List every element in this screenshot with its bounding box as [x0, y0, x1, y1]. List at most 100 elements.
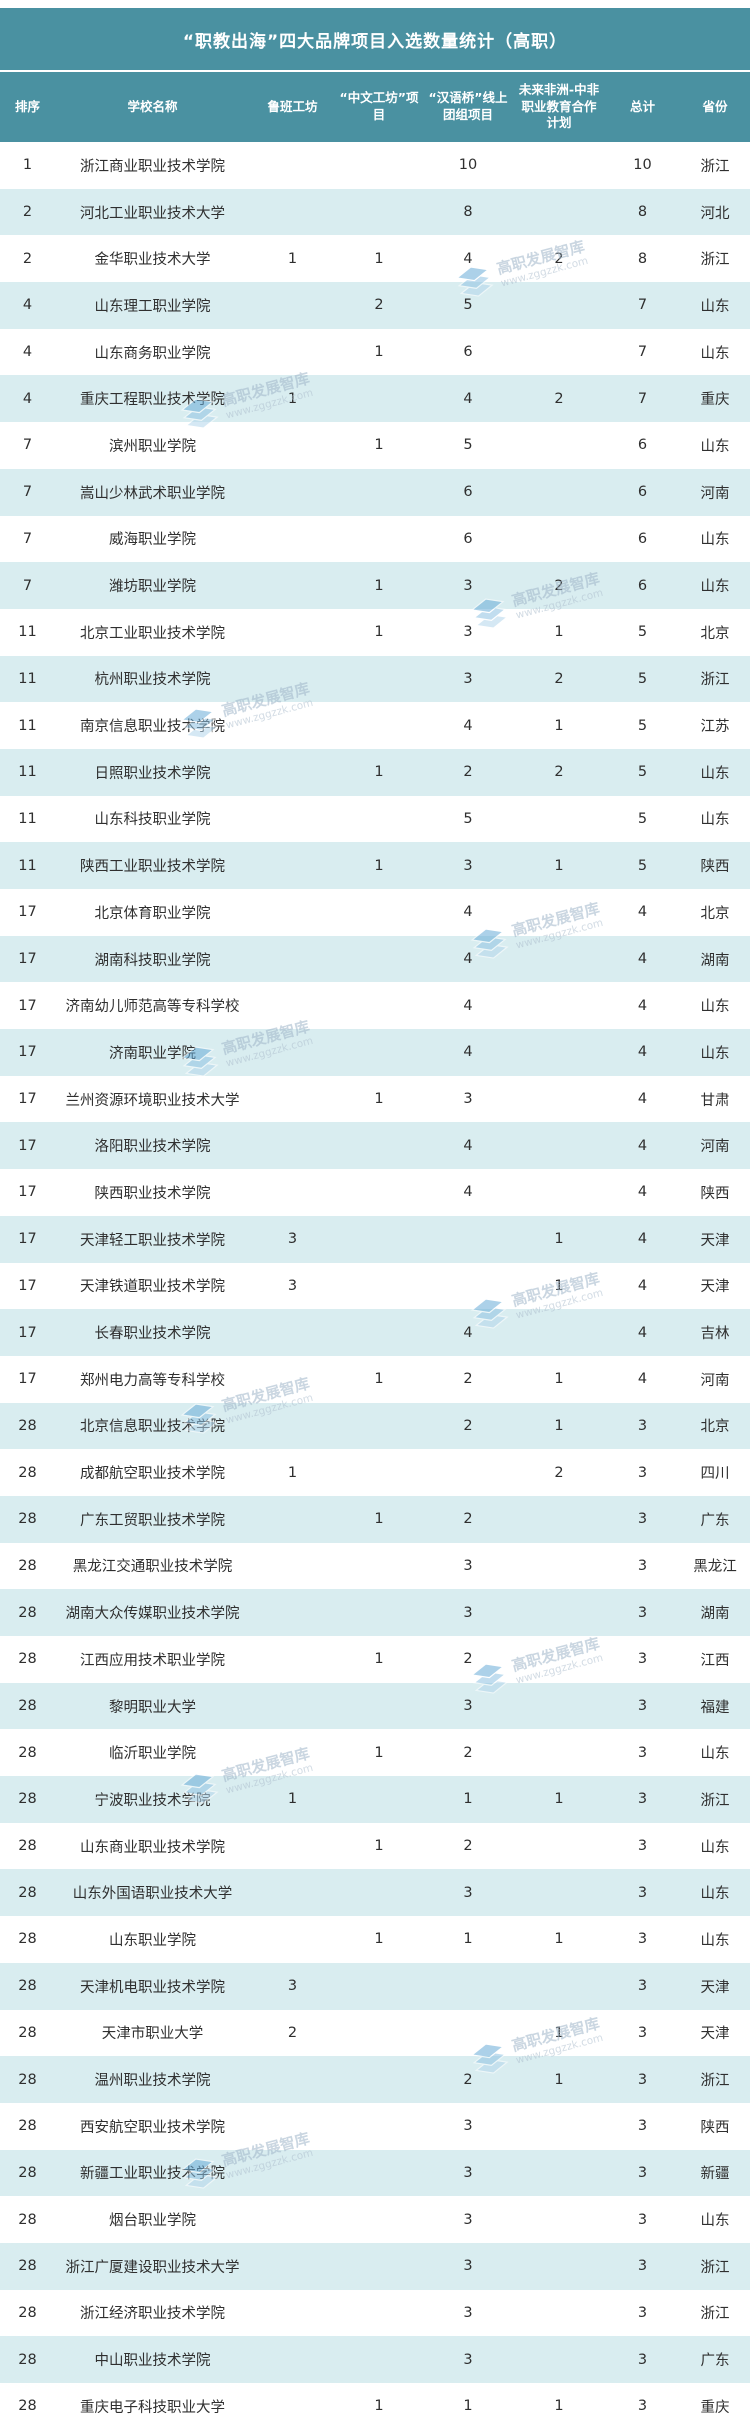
cell-future-africa — [513, 1309, 605, 1356]
cell-province: 福建 — [700, 1699, 730, 1716]
cell-future-africa — [513, 1963, 605, 2010]
cell-future-africa: 1 — [554, 1371, 564, 1388]
cell-school: 杭州职业技术学院 — [94, 672, 211, 689]
cell-total: 6 — [637, 530, 648, 547]
cell-rank: 28 — [18, 2398, 37, 2415]
cell-rank: 11 — [18, 857, 37, 874]
cell-future-africa — [513, 982, 605, 1029]
cell-chinese-bridge — [423, 1449, 513, 1496]
cell-future-africa: 2 — [554, 1464, 564, 1481]
cell-province: 吉林 — [700, 1326, 730, 1343]
cell-luban-workshop — [250, 1823, 335, 1870]
cell-chinese-bridge: 3 — [463, 2164, 473, 2181]
cell-province: 山东 — [700, 1746, 730, 1763]
cell-school: 西安航空职业技术学院 — [80, 2119, 225, 2136]
cell-chinese-bridge: 3 — [463, 2118, 473, 2135]
cell-chinese-bridge: 4 — [463, 390, 473, 407]
cell-future-africa — [513, 1636, 605, 1683]
cell-chinese-workshop — [335, 2336, 423, 2383]
cell-chinese-workshop — [335, 1403, 423, 1450]
cell-luban-workshop — [250, 609, 335, 656]
cell-total: 4 — [637, 1371, 648, 1388]
cell-school: 江西应用技术职业学院 — [80, 1652, 225, 1669]
cell-chinese-bridge: 3 — [463, 577, 473, 594]
page-title: “职教出海”四大品牌项目入选数量统计（高职） — [182, 31, 568, 52]
cell-future-africa: 1 — [554, 2071, 564, 2088]
cell-chinese-workshop — [335, 1309, 423, 1356]
cell-province: 浙江 — [700, 672, 730, 689]
cell-total: 3 — [637, 1698, 648, 1715]
table-row: 28 山东职业学院 1 1 1 3 山东 — [0, 1916, 750, 1963]
cell-luban-workshop — [250, 1683, 335, 1730]
cell-chinese-bridge: 2 — [463, 764, 473, 781]
cell-rank: 28 — [18, 1838, 37, 1855]
cell-school: 济南幼儿师范高等专科学校 — [65, 999, 240, 1016]
cell-luban-workshop: 3 — [287, 1277, 298, 1294]
cell-future-africa — [513, 2103, 605, 2150]
table-row: 11 南京信息职业技术学院 4 1 5 江苏 — [0, 702, 750, 749]
cell-chinese-bridge: 3 — [463, 1557, 473, 1574]
cell-luban-workshop — [250, 2150, 335, 2197]
cell-chinese-workshop: 1 — [374, 1651, 384, 1668]
cell-school: 山东职业学院 — [109, 1932, 196, 1949]
cell-luban-workshop — [250, 1309, 335, 1356]
cell-chinese-workshop — [335, 2010, 423, 2057]
cell-chinese-bridge: 4 — [463, 951, 473, 968]
cell-luban-workshop: 3 — [287, 1978, 298, 1995]
cell-school: 宁波职业技术学院 — [94, 1792, 211, 1809]
cell-future-africa — [513, 422, 605, 469]
cell-total: 3 — [637, 2024, 648, 2041]
cell-rank: 28 — [18, 1698, 37, 1715]
cell-future-africa: 1 — [554, 2398, 564, 2415]
cell-future-africa — [513, 1076, 605, 1123]
cell-rank: 28 — [18, 2164, 37, 2181]
cell-rank: 17 — [18, 1277, 37, 1294]
cell-school: 山东外国语职业技术大学 — [72, 1886, 233, 1903]
cell-province: 浙江 — [700, 1792, 730, 1809]
cell-school: 山东商务职业学院 — [94, 345, 211, 362]
cell-chinese-workshop — [335, 142, 423, 189]
cell-province: 湖南 — [700, 952, 730, 969]
cell-province: 新疆 — [700, 2166, 730, 2183]
cell-total: 4 — [637, 1137, 648, 1154]
cell-luban-workshop — [250, 1122, 335, 1169]
cell-province: 河南 — [700, 1372, 730, 1389]
cell-rank: 11 — [18, 624, 37, 641]
cell-chinese-bridge: 3 — [463, 670, 473, 687]
cell-luban-workshop — [250, 2290, 335, 2337]
cell-future-africa — [513, 1823, 605, 1870]
cell-province: 山东 — [700, 1045, 730, 1062]
cell-total: 3 — [637, 1791, 648, 1808]
cell-rank: 17 — [18, 1044, 37, 1061]
cell-chinese-workshop — [335, 982, 423, 1029]
cell-province: 广东 — [700, 2353, 730, 2370]
cell-school: 山东商业职业技术学院 — [80, 1839, 225, 1856]
cell-rank: 2 — [22, 250, 33, 267]
cell-chinese-bridge: 8 — [463, 204, 473, 221]
cell-rank: 28 — [18, 2071, 37, 2088]
cell-rank: 28 — [18, 1557, 37, 1574]
cell-chinese-workshop — [335, 375, 423, 422]
column-header-school: 学校名称 — [55, 72, 250, 142]
table-row: 17 长春职业技术学院 4 4 吉林 — [0, 1309, 750, 1356]
cell-school: 洛阳职业技术学院 — [94, 1139, 211, 1156]
table-row: 7 潍坊职业学院 1 3 2 6 山东 — [0, 562, 750, 609]
cell-total: 4 — [637, 904, 648, 921]
cell-rank: 17 — [18, 1371, 37, 1388]
cell-school: 广东工贸职业技术学院 — [80, 1512, 225, 1529]
cell-luban-workshop — [250, 656, 335, 703]
cell-luban-workshop — [250, 702, 335, 749]
cell-chinese-bridge: 4 — [463, 904, 473, 921]
cell-future-africa — [513, 469, 605, 516]
table-row: 17 天津轻工职业技术学院 3 1 4 天津 — [0, 1215, 750, 1263]
cell-luban-workshop — [250, 422, 335, 469]
cell-province: 山东 — [700, 2213, 730, 2230]
cell-chinese-workshop — [335, 1263, 423, 1310]
cell-chinese-workshop: 2 — [374, 297, 384, 314]
cell-province: 山东 — [700, 999, 730, 1016]
cell-school: 浙江商业职业技术学院 — [80, 158, 225, 175]
header-row: 排序 学校名称 鲁班工坊 “中文工坊”项目 “汉语桥”线上团组项目 未来非洲-中非职业教育… — [0, 72, 750, 142]
table-row: 28 中山职业技术学院 3 3 广东 — [0, 2336, 750, 2383]
cell-future-africa — [513, 1589, 605, 1636]
column-header-chinese-workshop: “中文工坊”项目 — [335, 72, 423, 142]
